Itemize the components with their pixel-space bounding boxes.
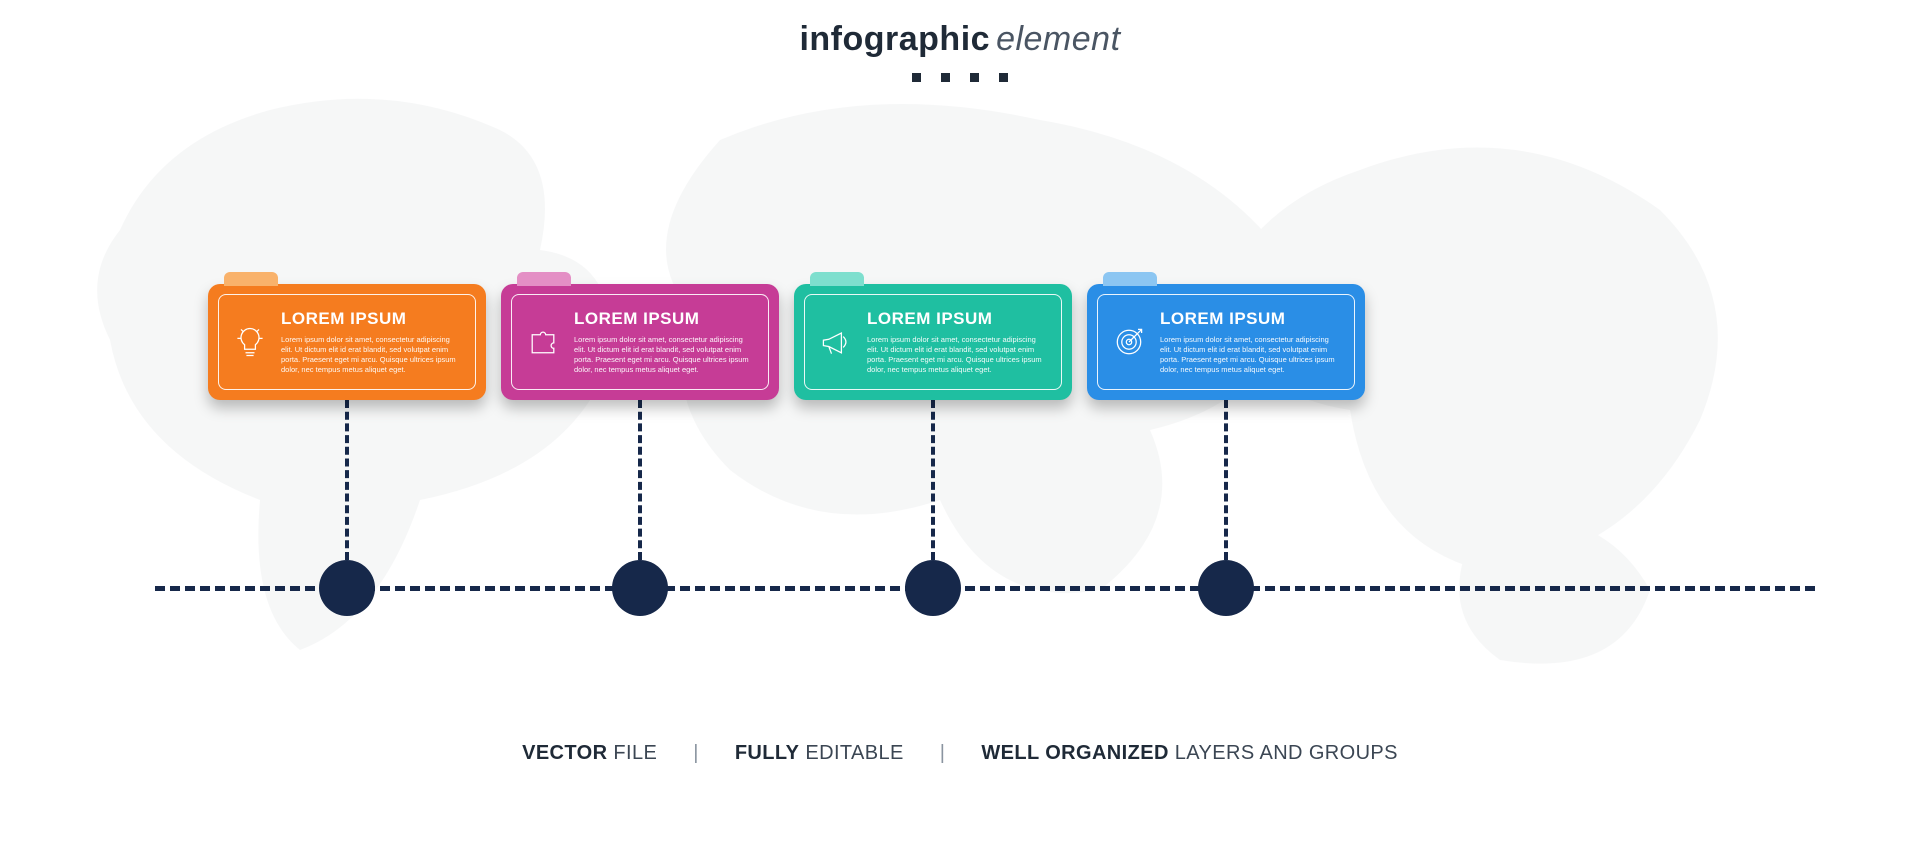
card-3-title: LOREM IPSUM xyxy=(867,309,1047,329)
connector-3 xyxy=(931,400,935,560)
timeline-node-1 xyxy=(319,560,375,616)
card-4-inner: LOREM IPSUM Lorem ipsum dolor sit amet, … xyxy=(1097,294,1355,390)
card-2-tab xyxy=(517,272,571,286)
card-4: LOREM IPSUM Lorem ipsum dolor sit amet, … xyxy=(1087,284,1365,400)
footer-sep: | xyxy=(940,742,946,764)
lightbulb-icon xyxy=(229,324,271,360)
timeline-node-4 xyxy=(1198,560,1254,616)
card-1: LOREM IPSUM Lorem ipsum dolor sit amet, … xyxy=(208,284,486,400)
card-4-title: LOREM IPSUM xyxy=(1160,309,1340,329)
connector-4 xyxy=(1224,400,1228,560)
footer-1-strong: VECTOR xyxy=(522,742,607,764)
card-3-inner: LOREM IPSUM Lorem ipsum dolor sit amet, … xyxy=(804,294,1062,390)
footer-3-strong: WELL ORGANIZED xyxy=(981,742,1168,764)
footer-3-light: LAYERS AND GROUPS xyxy=(1169,742,1398,764)
card-4-tab xyxy=(1103,272,1157,286)
card-1-tab xyxy=(224,272,278,286)
card-2: LOREM IPSUM Lorem ipsum dolor sit amet, … xyxy=(501,284,779,400)
card-4-body: Lorem ipsum dolor sit amet, consectetur … xyxy=(1160,335,1340,376)
target-icon xyxy=(1108,324,1150,360)
card-1-title: LOREM IPSUM xyxy=(281,309,461,329)
card-2-title: LOREM IPSUM xyxy=(574,309,754,329)
footer-2-strong: FULLY xyxy=(735,742,800,764)
timeline-axis xyxy=(155,586,1815,591)
megaphone-icon xyxy=(815,324,857,360)
puzzle-icon xyxy=(522,324,564,360)
connector-2 xyxy=(638,400,642,560)
footer-sep: | xyxy=(693,742,699,764)
card-3: LOREM IPSUM Lorem ipsum dolor sit amet, … xyxy=(794,284,1072,400)
card-2-body: Lorem ipsum dolor sit amet, consectetur … xyxy=(574,335,754,376)
card-2-inner: LOREM IPSUM Lorem ipsum dolor sit amet, … xyxy=(511,294,769,390)
timeline-node-3 xyxy=(905,560,961,616)
card-1-inner: LOREM IPSUM Lorem ipsum dolor sit amet, … xyxy=(218,294,476,390)
card-1-body: Lorem ipsum dolor sit amet, consectetur … xyxy=(281,335,461,376)
card-3-body: Lorem ipsum dolor sit amet, consectetur … xyxy=(867,335,1047,376)
connector-1 xyxy=(345,400,349,560)
card-3-tab xyxy=(810,272,864,286)
infographic-stage: LOREM IPSUM Lorem ipsum dolor sit amet, … xyxy=(0,0,1920,845)
footer: VECTOR FILE | FULLY EDITABLE | WELL ORGA… xyxy=(0,742,1920,765)
timeline-node-2 xyxy=(612,560,668,616)
footer-1-light: FILE xyxy=(607,742,657,764)
footer-2-light: EDITABLE xyxy=(799,742,903,764)
